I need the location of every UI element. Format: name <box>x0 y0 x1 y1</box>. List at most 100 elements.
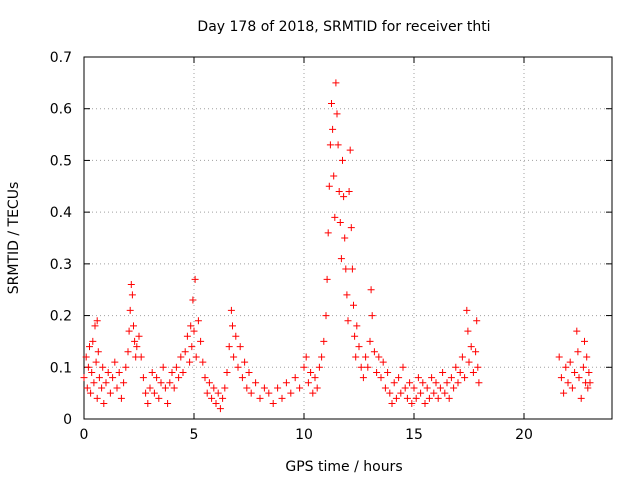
data-point <box>210 384 218 392</box>
data-point <box>370 348 378 356</box>
data-point <box>238 374 246 382</box>
data-point <box>421 399 429 407</box>
data-point <box>352 353 360 361</box>
data-points <box>80 79 594 413</box>
grid <box>84 57 612 419</box>
y-tick-label: 0.3 <box>50 257 72 273</box>
data-point <box>153 374 161 382</box>
data-point <box>452 363 460 371</box>
data-point <box>575 374 583 382</box>
data-point <box>475 379 483 387</box>
y-tick-label: 0 <box>63 412 72 428</box>
data-point <box>447 374 455 382</box>
data-point <box>219 394 227 402</box>
data-point <box>221 384 229 392</box>
data-point <box>181 348 189 356</box>
data-point <box>230 353 238 361</box>
data-point <box>183 332 191 340</box>
data-point <box>334 141 342 149</box>
y-axis-label: SRMTID / TECUs <box>6 182 22 295</box>
data-point <box>139 374 147 382</box>
data-point <box>332 79 340 87</box>
data-point <box>353 322 361 330</box>
data-point <box>574 348 582 356</box>
data-point <box>187 322 195 330</box>
data-point <box>186 358 194 366</box>
data-point <box>125 327 133 335</box>
data-point <box>80 374 88 382</box>
data-point <box>412 394 420 402</box>
y-tick-label: 0.2 <box>50 309 72 325</box>
data-point <box>366 337 374 345</box>
data-point <box>367 286 375 294</box>
x-axis-label: GPS time / hours <box>285 459 402 475</box>
data-point <box>425 394 433 402</box>
data-point <box>225 343 233 351</box>
data-point <box>157 379 165 387</box>
data-point <box>111 358 119 366</box>
data-point <box>362 353 370 361</box>
data-point <box>127 281 135 289</box>
data-point <box>343 291 351 299</box>
chart-title: Day 178 of 2018, SRMTID for receiver tht… <box>197 19 490 35</box>
data-point <box>417 389 425 397</box>
data-point <box>414 374 422 382</box>
data-point <box>368 312 376 320</box>
data-point <box>408 399 416 407</box>
data-point <box>454 379 462 387</box>
data-point <box>463 306 471 314</box>
data-point <box>82 353 90 361</box>
y-tick-label: 0.6 <box>50 102 72 118</box>
data-point <box>300 363 308 371</box>
data-point <box>194 317 202 325</box>
data-point <box>401 384 409 392</box>
data-point <box>93 394 101 402</box>
y-tick-label: 0.4 <box>50 205 72 221</box>
data-point <box>199 358 207 366</box>
data-point <box>469 368 477 376</box>
data-point <box>223 368 231 376</box>
data-point <box>465 358 473 366</box>
y-tick-label: 0.7 <box>50 50 72 66</box>
data-point <box>340 193 348 201</box>
data-point <box>577 394 585 402</box>
data-point <box>586 379 594 387</box>
data-point <box>172 363 180 371</box>
data-point <box>90 379 98 387</box>
data-point <box>104 368 112 376</box>
data-point <box>161 384 169 392</box>
data-point <box>373 368 381 376</box>
data-point <box>115 368 123 376</box>
data-point <box>216 405 224 413</box>
data-point <box>131 337 139 345</box>
data-point <box>177 353 185 361</box>
data-point <box>232 332 240 340</box>
data-point <box>159 363 167 371</box>
data-point <box>336 218 344 226</box>
data-point <box>329 125 337 133</box>
data-point <box>359 374 367 382</box>
data-point <box>467 343 475 351</box>
data-point <box>339 156 346 164</box>
data-point <box>291 374 299 382</box>
data-point <box>344 317 352 325</box>
plot-frame <box>83 56 613 420</box>
data-point <box>461 374 469 382</box>
data-point <box>99 363 107 371</box>
data-point <box>443 379 451 387</box>
data-point <box>355 343 363 351</box>
data-point <box>585 368 593 376</box>
data-point <box>203 389 211 397</box>
data-point <box>117 394 125 402</box>
data-point <box>126 306 134 314</box>
data-point <box>265 389 273 397</box>
data-point <box>399 363 407 371</box>
data-point <box>304 379 312 387</box>
data-point <box>146 384 154 392</box>
data-point <box>441 389 449 397</box>
data-point <box>557 374 565 382</box>
data-point <box>430 389 438 397</box>
data-point <box>93 317 101 325</box>
data-point <box>91 322 99 330</box>
data-point <box>573 327 581 335</box>
